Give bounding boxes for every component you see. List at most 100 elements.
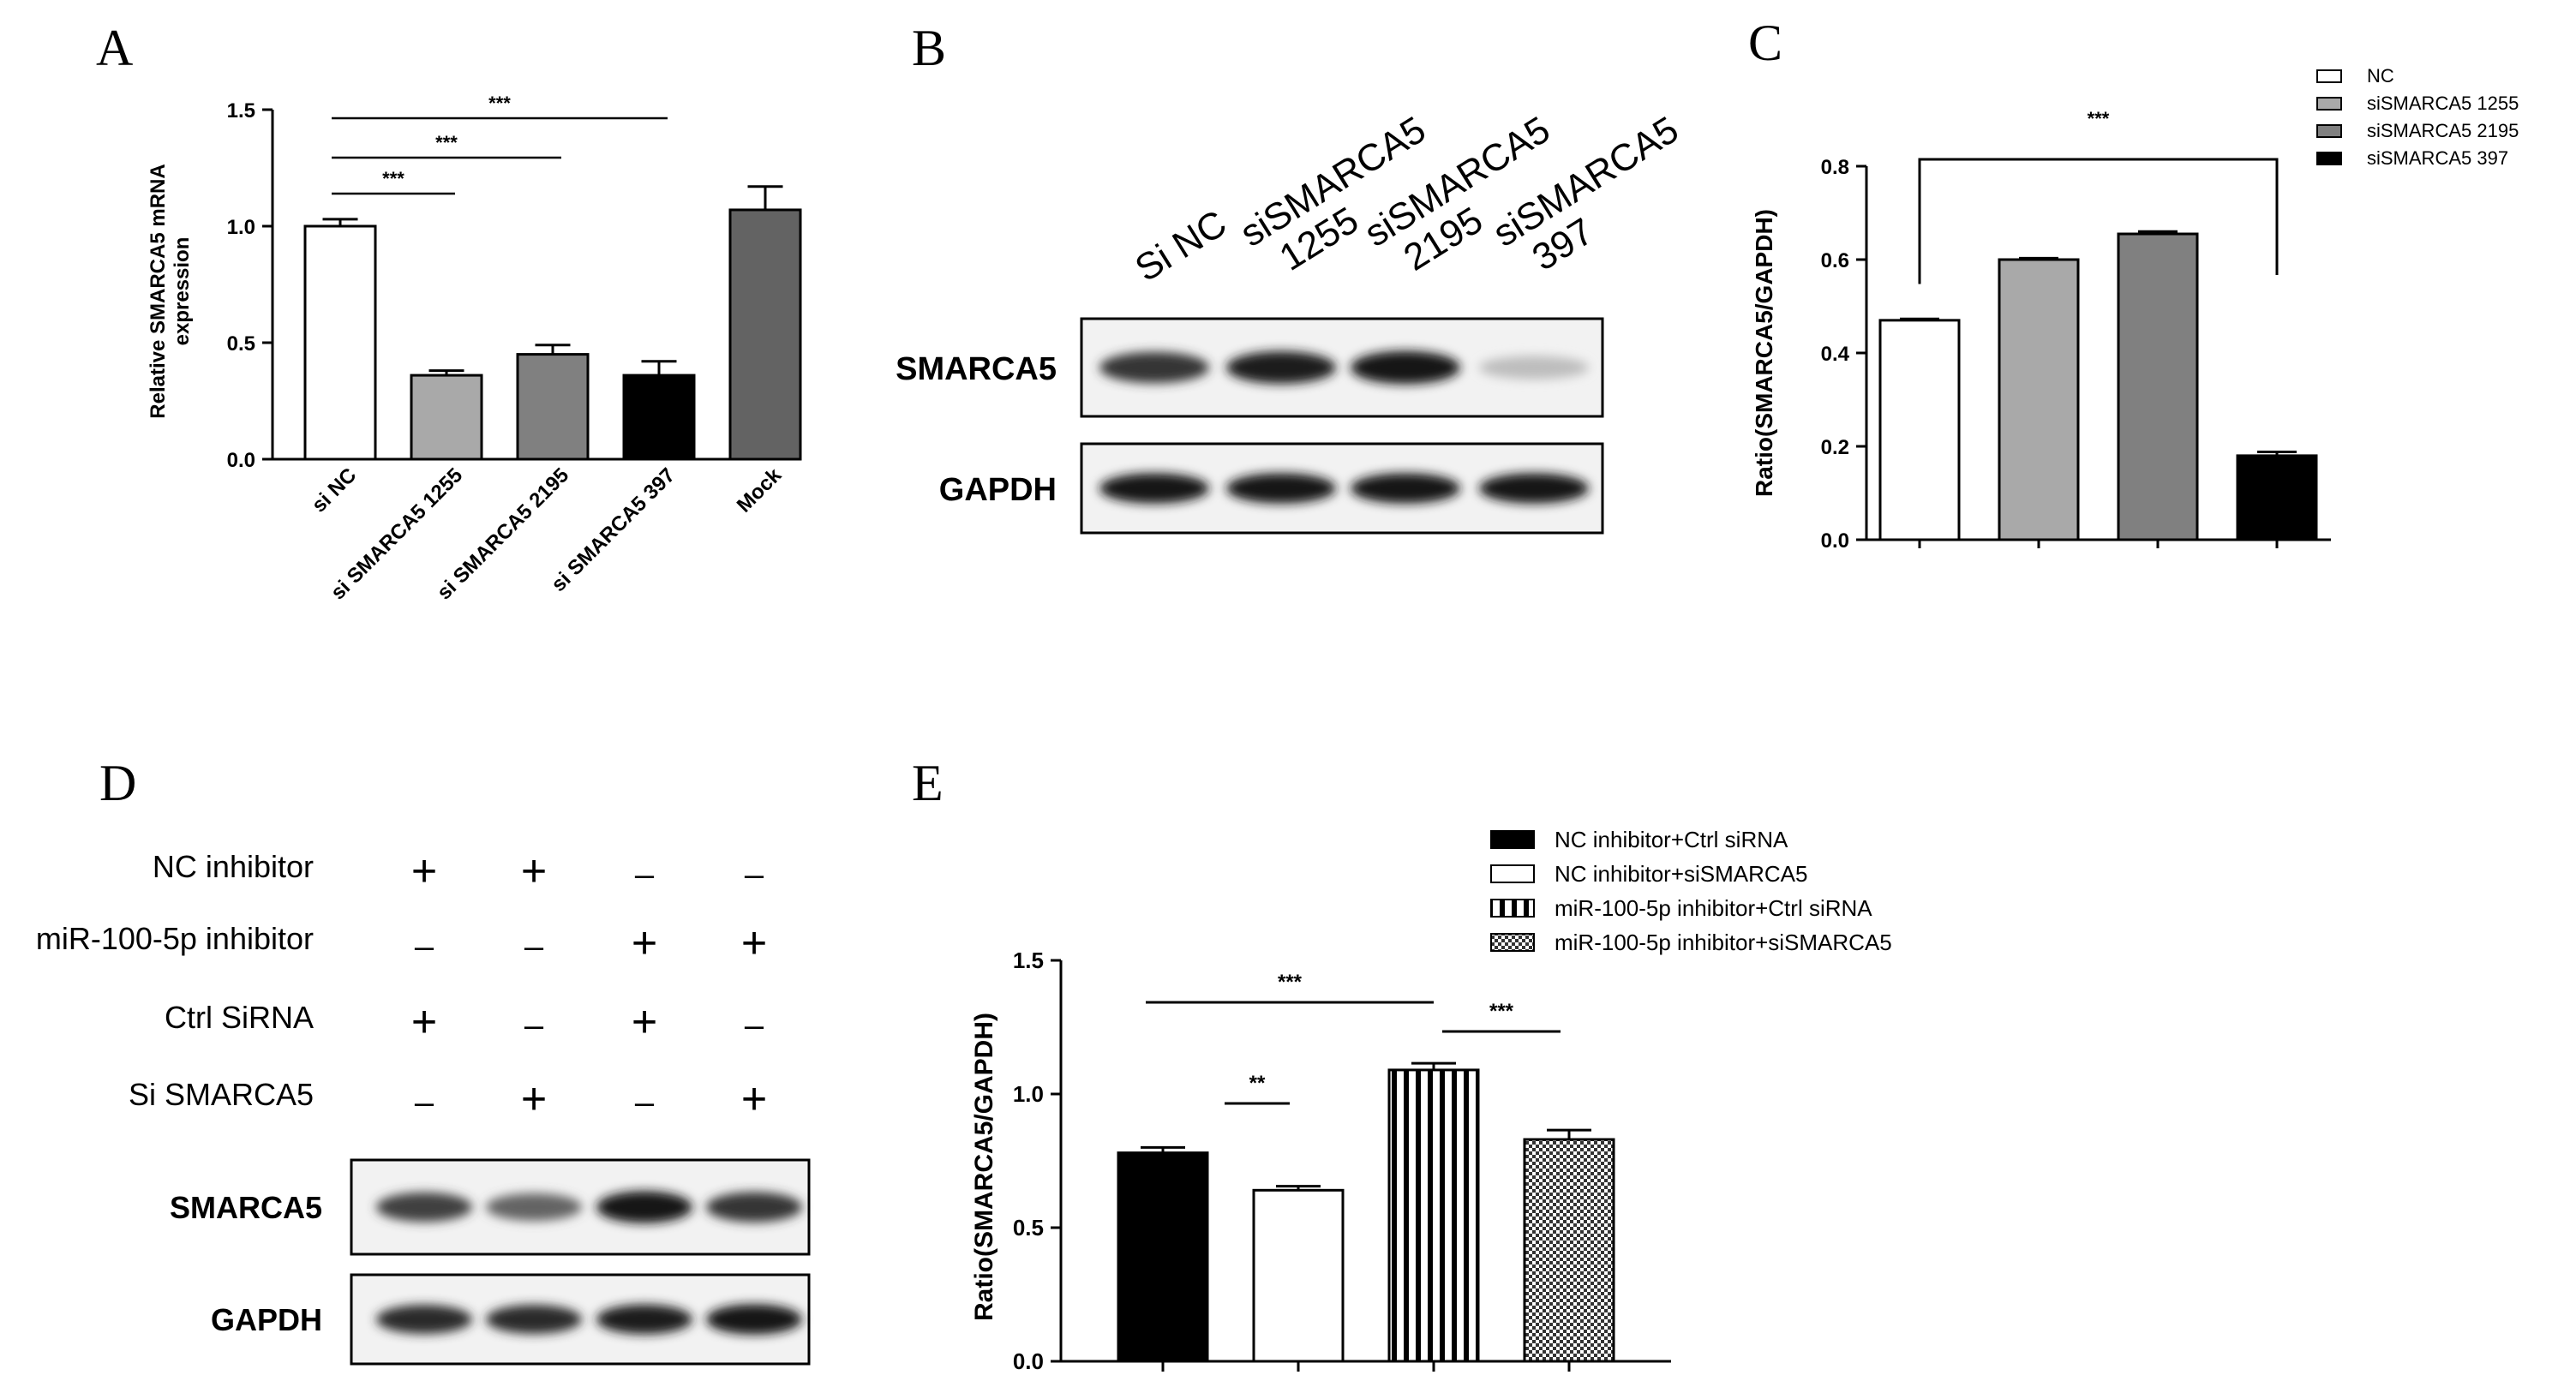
blot-b-lane-label: Si NC — [1128, 202, 1233, 290]
chart-c-significance-bracket — [1918, 158, 2279, 284]
blot-d-condition-mark: + — [411, 997, 437, 1047]
blot-d-band — [376, 1305, 472, 1334]
chart-a-y-tick-label: 1.5 — [227, 99, 255, 123]
chart-c-y-tick-label: 0.2 — [1821, 436, 1849, 459]
blot-b-lane-label-line: Si NC — [1128, 202, 1233, 290]
chart-a-bar — [516, 353, 590, 461]
chart-e-y-tick-label: 0.5 — [1013, 1215, 1044, 1241]
blot-b-band — [1099, 473, 1209, 504]
chart-e-significance-label: ** — [1249, 1072, 1266, 1095]
panel-label-c: C — [1748, 15, 1783, 71]
chart-c-legend-swatch — [2316, 69, 2342, 83]
blot-d-condition-mark: – — [745, 1007, 764, 1044]
chart-c-legend-swatch — [2316, 97, 2342, 111]
panel-label-e: E — [912, 755, 944, 811]
blot-b-row-label: SMARCA5 — [896, 351, 1057, 387]
chart-c-y-axis-label: Ratio(SMARCA5/GAPDH) — [1751, 209, 1777, 497]
chart-a-significance-label: *** — [382, 168, 404, 189]
blot-b-band — [1099, 351, 1209, 384]
blot-d-band — [486, 1193, 582, 1222]
chart-e-legend-swatch — [1490, 899, 1535, 918]
chart-e-y-axis-label: Ratio(SMARCA5/GAPDH) — [970, 1013, 998, 1321]
blot-d-condition-mark: + — [741, 1074, 767, 1124]
chart-e-bar — [1387, 1068, 1480, 1363]
blot-d-condition-mark: + — [521, 846, 547, 896]
blot-d-condition-mark: – — [635, 856, 655, 894]
chart-c-significance-label: *** — [2088, 108, 2110, 129]
chart-a-bar — [622, 374, 696, 461]
blot-d-band — [596, 1304, 692, 1335]
chart-c-legend-swatch — [2316, 152, 2342, 165]
chart-a-bar — [303, 224, 377, 461]
blot-d-condition-mark: – — [524, 1007, 544, 1044]
chart-c-y-tick-label: 0.4 — [1821, 343, 1850, 366]
blot-d-band — [486, 1305, 582, 1334]
blot-d-band — [596, 1191, 692, 1223]
chart-c-legend-label: NC — [2367, 65, 2394, 87]
chart-e-y-tick-label: 1.0 — [1013, 1081, 1044, 1107]
blot-d-condition-mark: – — [524, 928, 544, 966]
chart-a-y-axis-label-line: expression — [171, 237, 194, 346]
panel-label-d: D — [99, 755, 137, 811]
blot-b-band — [1226, 473, 1336, 504]
blot-d-condition-mark: + — [521, 1074, 547, 1124]
chart-a-y-tick-label: 1.0 — [227, 216, 255, 239]
blot-b-band — [1479, 473, 1589, 504]
blot-d-condition-mark: + — [411, 846, 437, 896]
western-blot-b: Si NC siSMARCA51255siSMARCA52195siSMARCA5… — [896, 109, 1686, 535]
chart-e-y-tick-label: 0.0 — [1013, 1348, 1044, 1374]
chart-c: 0.0 0.2 0.4 0.6 0.8 *** Ratio(SMARCA5/GAPDH) NC… — [1751, 65, 2519, 553]
blot-b-band — [1351, 473, 1460, 504]
panel-label-b: B — [912, 20, 947, 76]
blot-d-row-label: SMARCA5 — [170, 1190, 322, 1225]
chart-e-legend-label: miR-100-5p inhibitor+Ctrl siRNA — [1555, 895, 1872, 921]
western-blot-d: NC inhibitor + + – – miR-100-5p inhibitor – – + +… — [36, 846, 811, 1366]
chart-e-legend-swatch — [1490, 933, 1535, 952]
blot-d-condition-mark: – — [745, 856, 764, 894]
chart-e-bar — [1117, 1151, 1209, 1363]
chart-e-y-tick-label: 1.5 — [1013, 948, 1044, 973]
chart-a-y-axis-label-line: Relative SMARCA5 mRNA — [147, 164, 170, 418]
blot-d-condition-label: Ctrl SiRNA — [165, 1000, 314, 1035]
chart-c-y-tick-label: 0.8 — [1821, 156, 1849, 179]
chart-e-legend-swatch — [1490, 864, 1535, 883]
blot-d-condition-mark: – — [415, 928, 434, 966]
chart-e-legend-label: NC inhibitor+siSMARCA5 — [1555, 861, 1807, 887]
blot-d-band — [706, 1304, 802, 1335]
chart-e-legend-label: NC inhibitor+Ctrl siRNA — [1555, 827, 1788, 852]
chart-c-bar — [2117, 232, 2199, 541]
chart-c-legend-label: siSMARCA5 1255 — [2367, 93, 2519, 114]
chart-c-legend-label: siSMARCA5 397 — [2367, 147, 2508, 169]
blot-d-condition-label: miR-100-5p inhibitor — [36, 921, 314, 956]
chart-a-bar — [728, 208, 802, 461]
chart-a-x-tick-label: si NC — [308, 463, 361, 517]
chart-a-significance-label: *** — [488, 93, 511, 114]
blot-d-row-label: GAPDH — [211, 1302, 322, 1337]
blot-d-condition-mark: – — [415, 1084, 434, 1121]
chart-e-bar — [1252, 1188, 1345, 1363]
blot-d-band — [706, 1192, 802, 1223]
chart-e-legend-label: miR-100-5p inhibitor+siSMARCA5 — [1555, 930, 1892, 955]
chart-a-x-tick-label: Mock — [733, 463, 787, 517]
chart-e-legend-swatch — [1490, 830, 1535, 849]
chart-a-y-tick-label: 0.5 — [227, 332, 255, 356]
chart-c-legend-label: siSMARCA5 2195 — [2367, 120, 2519, 141]
blot-d-condition-mark: + — [632, 997, 657, 1047]
chart-c-legend-swatch — [2316, 124, 2342, 138]
chart-c-y-tick-label: 0.0 — [1821, 529, 1849, 553]
blot-b-band — [1479, 356, 1589, 380]
chart-a-significance-label: *** — [435, 132, 458, 153]
chart-c-y-tick-label: 0.6 — [1821, 249, 1849, 272]
blot-d-condition-label: Si SMARCA5 — [129, 1077, 314, 1112]
blot-d-condition-mark: + — [632, 918, 657, 968]
chart-a-bar — [410, 374, 483, 461]
chart-e-bar — [1523, 1138, 1615, 1363]
chart-e: 0.00.51.01.5********Ratio(SMARCA5/GAPDH)… — [970, 827, 1892, 1374]
chart-e-significance-label: *** — [1278, 971, 1303, 994]
blot-d-condition-mark: + — [741, 918, 767, 968]
chart-c-bar — [1878, 319, 1961, 541]
panel-label-a: A — [96, 20, 134, 76]
blot-b-band — [1351, 350, 1460, 385]
